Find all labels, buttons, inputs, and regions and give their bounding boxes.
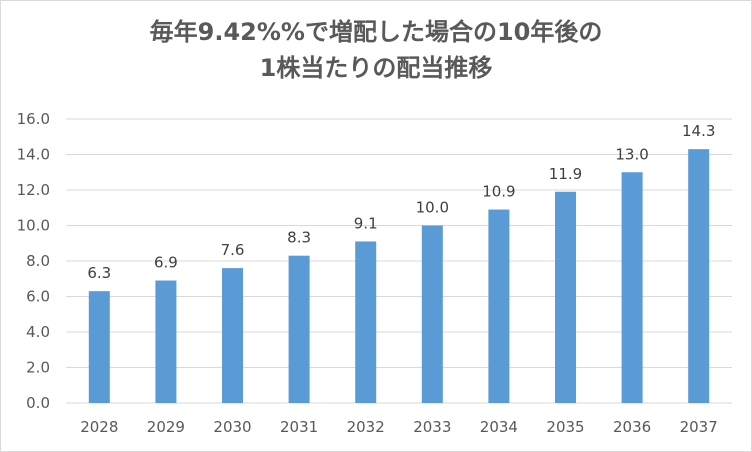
y-tick-label: 8.0 (26, 252, 50, 270)
x-tick-label: 2032 (347, 418, 385, 436)
bar (421, 225, 443, 403)
data-label: 14.3 (682, 122, 715, 140)
x-tick-label: 2037 (680, 418, 718, 436)
bar (155, 280, 177, 403)
y-tick-label: 6.0 (26, 288, 50, 306)
data-label: 10.0 (416, 199, 449, 217)
x-tick-label: 2036 (613, 418, 651, 436)
x-tick-label: 2028 (80, 418, 118, 436)
x-tick-label: 2031 (280, 418, 318, 436)
data-label: 6.3 (87, 264, 111, 282)
y-tick-label: 16.0 (17, 110, 50, 128)
chart-title-line-1: 毎年9.42%%で増配した場合の10年後の (149, 18, 603, 46)
data-label: 8.3 (287, 229, 311, 247)
data-label: 6.9 (154, 254, 178, 272)
y-tick-label: 10.0 (17, 217, 50, 235)
bar (488, 209, 510, 403)
data-label: 10.9 (482, 183, 515, 201)
x-tick-label: 2029 (147, 418, 185, 436)
x-tick-label: 2033 (413, 418, 451, 436)
data-label: 11.9 (549, 165, 582, 183)
bar (88, 291, 110, 403)
data-label: 13.0 (615, 145, 648, 163)
data-label: 9.1 (354, 214, 378, 232)
chart-title-line-2: 1株当たりの配当推移 (259, 54, 493, 82)
data-label: 7.6 (221, 241, 245, 259)
y-tick-label: 4.0 (26, 323, 50, 341)
chart-title: 毎年9.42%%で増配した場合の10年後の 1株当たりの配当推移 (0, 14, 752, 86)
bar (222, 268, 243, 403)
bar (288, 255, 310, 403)
bar (355, 241, 377, 403)
y-tick-label: 2.0 (26, 359, 50, 377)
bar (621, 172, 643, 403)
y-tick-label: 12.0 (17, 181, 50, 199)
x-tick-label: 2035 (546, 418, 584, 436)
y-tick-label: 14.0 (17, 146, 50, 164)
x-tick-label: 2030 (213, 418, 251, 436)
bar (555, 191, 576, 403)
x-tick-label: 2034 (480, 418, 518, 436)
y-tick-label: 0.0 (26, 394, 50, 412)
bar (688, 149, 710, 403)
